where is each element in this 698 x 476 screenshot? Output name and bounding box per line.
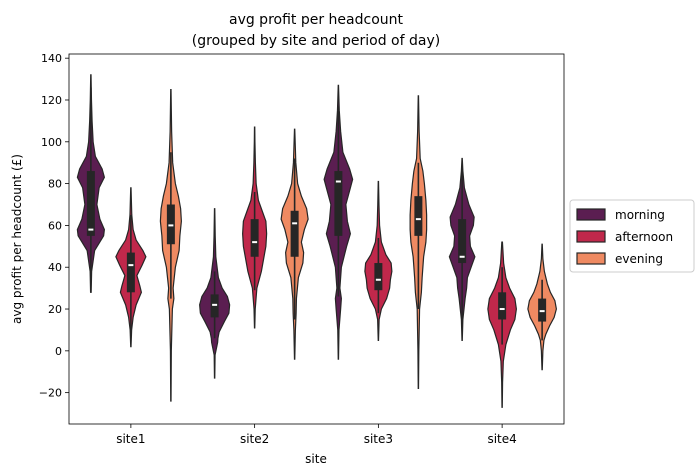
legend-label-evening: evening [615, 252, 663, 266]
violin-median [539, 310, 545, 313]
x-tick-label: site3 [364, 432, 393, 446]
x-tick-label: site4 [487, 432, 516, 446]
violin-median [168, 224, 174, 227]
y-axis-label: avg profit per headcount (£) [10, 154, 24, 324]
y-tick-label: 100 [41, 136, 62, 149]
y-tick-label: 80 [48, 178, 62, 191]
x-axis-label: site [305, 452, 327, 466]
violin-median [292, 222, 298, 225]
violin-iqr-box [458, 219, 467, 264]
violin-evening-site4 [527, 243, 557, 371]
y-tick-label: 60 [48, 219, 62, 232]
y-tick-label: 140 [41, 52, 62, 65]
violin-layer [76, 74, 557, 408]
violin-evening-site1 [159, 88, 182, 402]
violin-morning-site1 [76, 74, 106, 293]
legend: morning afternoon evening [569, 199, 695, 273]
legend-swatch-evening [576, 252, 606, 265]
legend-swatch-morning [576, 208, 606, 221]
y-tick-label: 120 [41, 94, 62, 107]
violin-evening-site3 [409, 95, 428, 390]
legend-label-morning: morning [615, 208, 665, 222]
violin-iqr-box [414, 196, 423, 236]
violin-iqr-box [334, 171, 343, 236]
violin-iqr-box [126, 252, 135, 293]
violin-median [88, 228, 94, 231]
violin-iqr-box [498, 292, 507, 320]
violin-iqr-box [210, 294, 219, 318]
violin-median [128, 264, 134, 267]
violin-median [212, 303, 218, 306]
violin-afternoon-site3 [364, 180, 393, 341]
y-axis: −20 0 20 40 60 80 100 120 140 [39, 52, 69, 400]
violin-median [415, 218, 421, 221]
violin-morning-site4 [448, 157, 476, 341]
violin-median [335, 180, 341, 183]
violin-iqr-box [166, 204, 175, 245]
y-tick-label: 20 [48, 303, 62, 316]
chart-title-line-2: (grouped by site and period of day) [192, 33, 440, 49]
y-tick-label: −20 [39, 387, 62, 400]
y-tick-label: 40 [48, 261, 62, 274]
x-tick-label: site2 [240, 432, 269, 446]
chart-title-line-1: avg profit per headcount [229, 12, 404, 28]
violin-median [252, 241, 258, 244]
violin-median [375, 278, 381, 281]
y-tick-label: 0 [55, 345, 62, 358]
violin-iqr-box [290, 210, 299, 257]
plot-frame [68, 53, 565, 425]
x-tick-label: site1 [116, 432, 145, 446]
violin-afternoon-site4 [487, 241, 517, 408]
violin-median [459, 255, 465, 258]
violin-median [499, 308, 505, 311]
violin-afternoon-site2 [242, 126, 268, 329]
violin-evening-site2 [280, 128, 309, 360]
violin-iqr-box [374, 263, 383, 291]
violin-morning-site2 [199, 208, 231, 379]
violin-iqr-box [538, 298, 547, 322]
legend-label-afternoon: afternoon [615, 230, 673, 244]
violin-iqr-box [250, 219, 259, 257]
legend-swatch-afternoon [576, 230, 606, 243]
x-axis: site1 site2 site3 site4 [116, 424, 517, 446]
violin-morning-site3 [323, 84, 354, 360]
violin-iqr-box [86, 171, 95, 236]
violin-afternoon-site1 [115, 187, 147, 348]
